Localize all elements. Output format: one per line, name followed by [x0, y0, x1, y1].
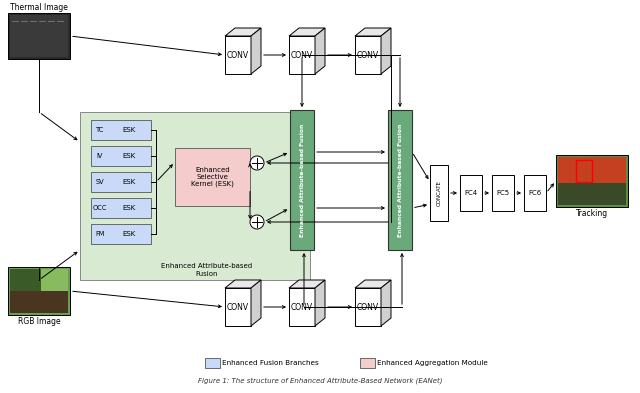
Polygon shape — [315, 280, 325, 326]
Text: OCC: OCC — [93, 205, 108, 211]
Text: ESK: ESK — [122, 231, 136, 237]
Text: Enhanced Attribute-based Fusion: Enhanced Attribute-based Fusion — [300, 123, 305, 237]
Bar — [290, 110, 314, 250]
Polygon shape — [381, 28, 391, 74]
Text: CONV: CONV — [291, 303, 313, 312]
Bar — [205, 358, 220, 368]
Polygon shape — [225, 36, 251, 74]
Polygon shape — [289, 36, 315, 74]
Text: RGB Image: RGB Image — [18, 316, 60, 325]
Bar — [492, 175, 514, 211]
Bar — [91, 146, 151, 166]
Bar — [91, 120, 151, 140]
Bar — [360, 358, 375, 368]
Text: SV: SV — [96, 179, 104, 185]
Text: CONV: CONV — [291, 50, 313, 59]
Bar — [80, 112, 310, 280]
Bar — [175, 148, 250, 206]
Polygon shape — [381, 280, 391, 326]
Text: ESK: ESK — [122, 179, 136, 185]
Polygon shape — [225, 280, 261, 288]
Text: ESK: ESK — [122, 153, 136, 159]
Text: Figure 1: The structure of Enhanced Attribute-Based Network (EANet): Figure 1: The structure of Enhanced Attr… — [198, 378, 442, 384]
Bar — [10, 15, 68, 57]
Text: Enhanced Attribute-based
Fusion: Enhanced Attribute-based Fusion — [161, 263, 252, 277]
Text: CONV: CONV — [227, 50, 249, 59]
Bar — [558, 157, 626, 183]
Polygon shape — [251, 280, 261, 326]
Polygon shape — [355, 288, 381, 326]
Bar — [430, 165, 448, 221]
Bar — [8, 13, 70, 59]
Polygon shape — [251, 28, 261, 74]
Text: TC: TC — [96, 127, 104, 133]
Text: Enhanced
Selective
Kernel (ESK): Enhanced Selective Kernel (ESK) — [191, 167, 234, 187]
Bar — [91, 224, 151, 244]
Text: Tracking: Tracking — [576, 209, 608, 217]
Text: Thermal Image: Thermal Image — [10, 4, 68, 13]
Text: FC6: FC6 — [529, 190, 541, 196]
Polygon shape — [225, 288, 251, 326]
Text: ESK: ESK — [122, 205, 136, 211]
Bar — [10, 291, 68, 313]
Bar — [91, 172, 151, 192]
Polygon shape — [355, 28, 391, 36]
Bar — [91, 198, 151, 218]
Bar — [576, 160, 592, 182]
Polygon shape — [355, 280, 391, 288]
Text: CONV: CONV — [357, 50, 379, 59]
Text: FC5: FC5 — [497, 190, 509, 196]
Bar — [524, 175, 546, 211]
Polygon shape — [315, 28, 325, 74]
Bar — [460, 175, 482, 211]
Text: ESK: ESK — [122, 127, 136, 133]
Text: IV: IV — [97, 153, 103, 159]
Bar — [556, 155, 628, 207]
Bar — [41, 269, 68, 313]
Text: Enhanced Aggregation Module: Enhanced Aggregation Module — [377, 360, 488, 366]
Polygon shape — [289, 288, 315, 326]
Polygon shape — [289, 28, 325, 36]
Circle shape — [250, 156, 264, 170]
Polygon shape — [289, 280, 325, 288]
Text: Enhanced Attribute-based Fusion: Enhanced Attribute-based Fusion — [397, 123, 403, 237]
Text: FM: FM — [95, 231, 105, 237]
Polygon shape — [225, 28, 261, 36]
Text: CONCATE: CONCATE — [436, 180, 442, 206]
Bar — [388, 110, 412, 250]
Circle shape — [250, 215, 264, 229]
Bar — [558, 183, 626, 205]
Text: CONV: CONV — [357, 303, 379, 312]
Text: FC4: FC4 — [465, 190, 477, 196]
Bar — [10, 269, 41, 313]
Text: CONV: CONV — [227, 303, 249, 312]
Bar — [8, 267, 70, 315]
Polygon shape — [355, 36, 381, 74]
Text: Enhanced Fusion Branches: Enhanced Fusion Branches — [222, 360, 319, 366]
